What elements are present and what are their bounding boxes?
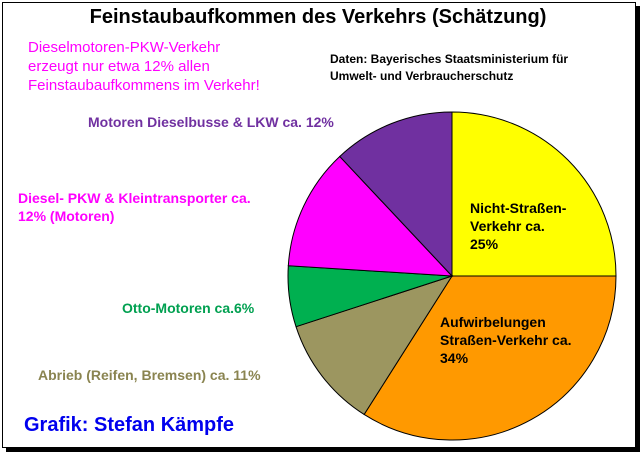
- credit-text: Grafik: Stefan Kämpfe: [24, 414, 235, 436]
- slice-label-diesel-pkw: Diesel- PKW & Kleintransporter ca. 12% (…: [18, 190, 251, 224]
- slice-diesel-pkw: [287, 155, 454, 277]
- annotation-note: Dieselmotoren-PKW-Verkehr erzeugt nur et…: [28, 39, 260, 94]
- slice-abrieb: [295, 275, 454, 416]
- slice-label-aufwirbelungen: Aufwirbelungen Straßen-Verkehr ca. 34%: [440, 314, 572, 366]
- slice-aufwirbelungen: [363, 275, 617, 441]
- slice-label-otto: Otto-Motoren ca.6%: [122, 300, 255, 316]
- slice-label-dieselbusse: Motoren Dieselbusse & LKW ca. 12%: [88, 114, 334, 130]
- chart-title: Feinstaubaufkommen des Verkehrs (Schätzu…: [89, 6, 547, 28]
- data-source: Daten: Bayerisches Staatsministerium für…: [330, 52, 569, 83]
- slice-label-nicht-strassen: Nicht-Straßen- Verkehr ca. 25%: [470, 200, 567, 252]
- slice-label-abrieb: Abrieb (Reifen, Bremsen) ca. 11%: [38, 367, 261, 383]
- slice-dieselbusse: [339, 111, 453, 278]
- slice-nicht-strassen: [451, 111, 617, 277]
